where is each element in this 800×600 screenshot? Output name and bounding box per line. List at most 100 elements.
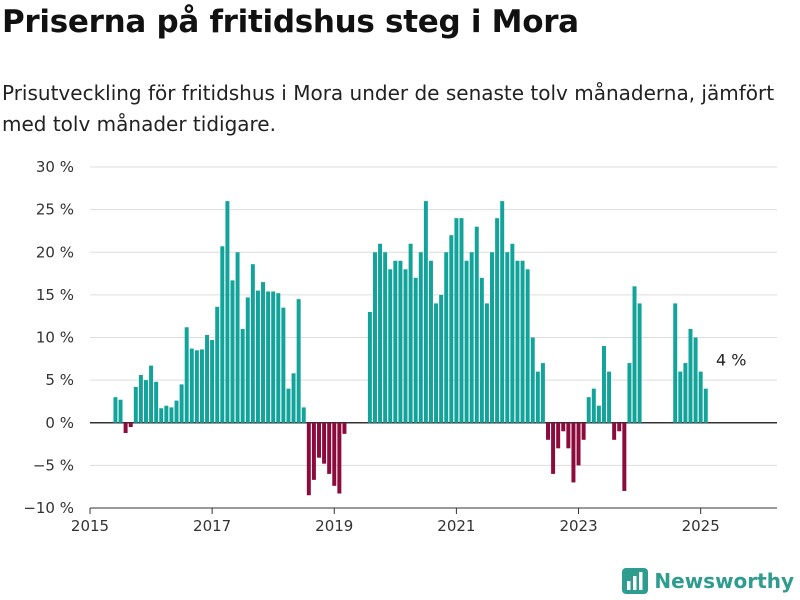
bar xyxy=(546,422,550,440)
bar xyxy=(459,218,464,423)
bar xyxy=(174,400,179,423)
bar xyxy=(372,252,377,423)
bar xyxy=(281,307,286,423)
bar xyxy=(306,422,311,496)
bar xyxy=(566,422,571,449)
newsworthy-logo-icon xyxy=(622,568,649,594)
bar xyxy=(154,381,159,423)
y-tick-label: 30 % xyxy=(36,158,74,176)
bar xyxy=(184,327,189,423)
bar xyxy=(454,218,459,423)
y-tick-label: 15 % xyxy=(36,286,74,304)
bar xyxy=(383,252,388,423)
bar xyxy=(530,337,535,423)
bar xyxy=(230,280,235,423)
bar xyxy=(423,201,428,423)
bar xyxy=(118,399,123,423)
bar xyxy=(505,252,510,423)
bar xyxy=(296,299,301,423)
bar xyxy=(444,252,449,423)
bar xyxy=(693,337,698,423)
bar xyxy=(591,388,596,423)
bar xyxy=(632,286,637,423)
bar xyxy=(495,218,500,423)
bar xyxy=(342,422,347,434)
latest-value-annotation: 4 % xyxy=(716,351,746,370)
bar xyxy=(612,422,617,440)
bar xyxy=(398,260,403,423)
bar xyxy=(403,269,408,423)
bar xyxy=(520,260,525,423)
bar xyxy=(276,293,281,423)
bar xyxy=(149,365,154,423)
bar xyxy=(439,294,444,423)
bar xyxy=(164,405,169,423)
bar xyxy=(673,303,678,423)
bar xyxy=(500,201,505,423)
bar xyxy=(261,282,266,423)
bar xyxy=(484,303,489,423)
bar xyxy=(159,408,164,423)
bar xyxy=(133,386,138,423)
y-tick-label: 0 % xyxy=(45,414,74,432)
bar xyxy=(490,252,495,423)
bar xyxy=(515,260,520,423)
bar xyxy=(556,422,561,449)
y-axis-ticks: −10 % −5 % 0 % 5 % 10 % 15 % 20 % 25 % 30 % xyxy=(23,158,74,517)
x-tick-label: 2015 xyxy=(71,517,109,535)
bar xyxy=(703,388,708,423)
bar xyxy=(286,388,291,423)
bar xyxy=(337,422,342,494)
bar xyxy=(464,260,469,423)
bar xyxy=(586,397,591,423)
bar xyxy=(327,422,332,474)
bar xyxy=(479,277,484,423)
bar xyxy=(434,303,439,423)
bar xyxy=(250,264,255,423)
bar-series xyxy=(113,201,708,496)
bar xyxy=(322,422,327,464)
bar xyxy=(378,243,383,423)
bar xyxy=(698,371,703,423)
bar xyxy=(510,243,515,423)
y-tick-label: 5 % xyxy=(45,371,74,389)
bar xyxy=(189,348,194,423)
bar xyxy=(418,252,423,423)
bar xyxy=(627,363,632,423)
bar xyxy=(215,306,220,423)
bar xyxy=(607,371,612,423)
bar xyxy=(194,350,199,423)
bar xyxy=(393,260,398,423)
bar xyxy=(179,384,184,423)
bar xyxy=(561,422,566,432)
bar xyxy=(291,373,296,423)
x-axis-ticks: 2015 2017 2019 2021 2023 2025 xyxy=(71,508,720,535)
bar xyxy=(317,422,321,458)
chart-title: Priserna på fritidshus steg i Mora xyxy=(2,4,579,40)
y-tick-label: 10 % xyxy=(36,329,74,347)
x-tick-label: 2021 xyxy=(437,517,475,535)
y-tick-label: 25 % xyxy=(36,201,74,219)
bar xyxy=(271,291,276,423)
bar xyxy=(311,422,316,480)
brand-logo: Newsworthy xyxy=(622,568,794,594)
x-tick-label: 2023 xyxy=(559,517,597,535)
bar xyxy=(678,371,683,423)
bar xyxy=(255,290,260,423)
bar xyxy=(210,340,215,423)
bar xyxy=(143,380,148,423)
bar xyxy=(205,334,210,423)
bar xyxy=(123,422,128,433)
bar xyxy=(449,235,454,423)
y-tick-label: −10 % xyxy=(23,499,74,517)
bar xyxy=(683,363,688,423)
bar xyxy=(601,346,606,423)
bar xyxy=(301,407,306,423)
bar xyxy=(332,422,337,486)
bar xyxy=(408,243,413,423)
bar xyxy=(637,303,642,423)
bar xyxy=(225,201,230,423)
bar xyxy=(474,226,479,423)
bar xyxy=(413,277,418,423)
